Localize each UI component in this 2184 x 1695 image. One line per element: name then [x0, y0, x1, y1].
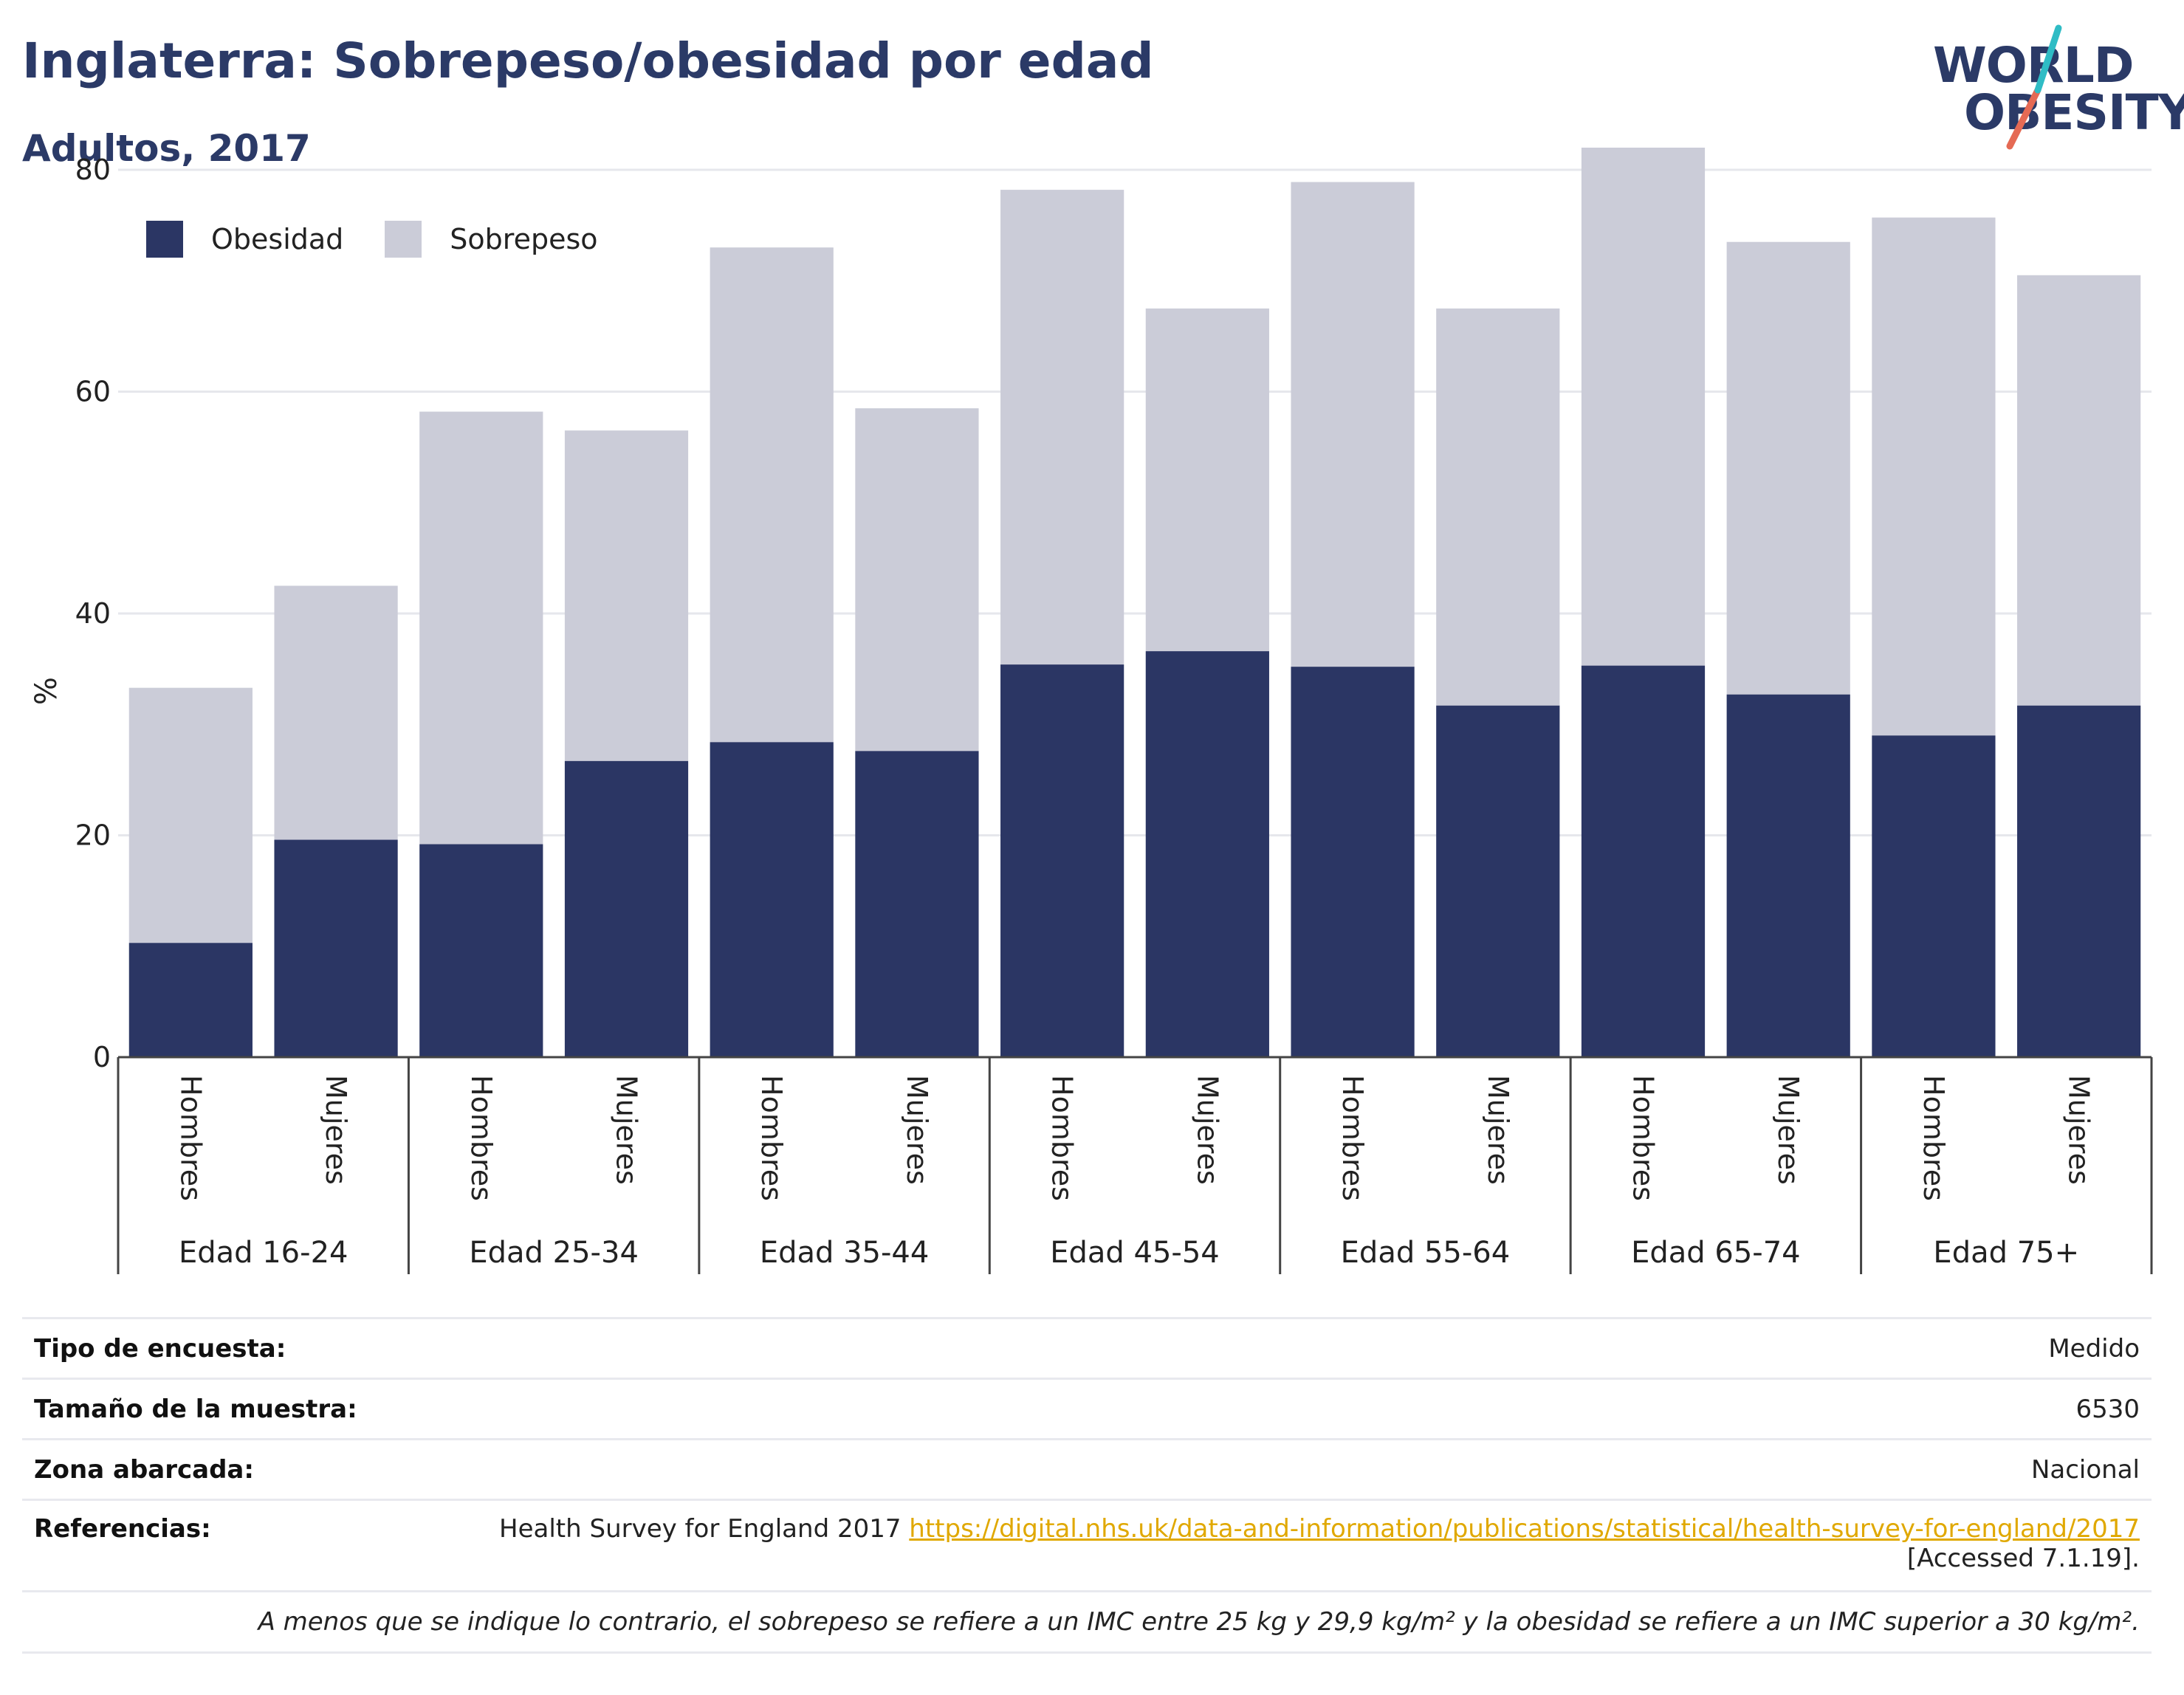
bar-sobrepeso — [1581, 148, 1706, 666]
bar-sobrepeso — [1872, 217, 1996, 736]
bar-sobrepeso — [710, 247, 834, 743]
x-group-label: Edad 75+ — [1933, 1236, 2079, 1270]
chart-title: Inglaterra: Sobrepeso/obesidad por edad — [22, 32, 1154, 89]
x-subcategory-label: Mujeres — [1772, 1075, 1804, 1185]
bar-obesidad — [855, 751, 979, 1057]
x-subcategory-label: Mujeres — [2063, 1075, 2095, 1185]
area-value: Nacional — [2030, 1454, 2140, 1485]
legend-label-sobrepeso: Sobrepeso — [450, 223, 598, 255]
reference-accessed: [Accessed 7.1.19]. — [1906, 1544, 2140, 1573]
bar-sobrepeso — [419, 411, 543, 845]
world-obesity-logo: WORLD OBESITY — [1927, 22, 2184, 155]
bar-obesidad — [419, 844, 543, 1057]
bar-obesidad — [1436, 705, 1560, 1057]
logo-slash-icon — [2006, 24, 2062, 150]
bar-sobrepeso — [564, 430, 689, 761]
x-group-label: Edad 25-34 — [469, 1236, 639, 1270]
x-subcategory-label: Hombres — [755, 1075, 788, 1201]
bar-sobrepeso — [2017, 275, 2141, 706]
info-row-survey-type: Tipo de encuesta: Medido — [22, 1317, 2152, 1378]
logo-line-1: WORLD — [1933, 37, 2135, 94]
x-subcategory-label: Mujeres — [611, 1075, 643, 1185]
y-tick-label: 20 — [75, 819, 111, 852]
reference-text: Health Survey for England 2017 — [499, 1514, 902, 1544]
x-subcategory-label: Mujeres — [901, 1075, 933, 1185]
info-row-note: A menos que se indique lo contrario, el … — [22, 1590, 2152, 1654]
bar-obesidad — [2017, 705, 2141, 1057]
bar-sobrepeso — [274, 585, 398, 840]
y-tick-label: 60 — [75, 376, 111, 408]
x-group-label: Edad 65-74 — [1631, 1236, 1801, 1270]
bar-obesidad — [564, 760, 689, 1057]
area-label: Zona abarcada: — [34, 1454, 254, 1485]
bar-sobrepeso — [1436, 308, 1560, 706]
bar-obesidad — [710, 742, 834, 1057]
bar-obesidad — [1291, 667, 1415, 1057]
x-group-label: Edad 16-24 — [179, 1236, 348, 1270]
info-row-references: Referencias: Health Survey for England 2… — [22, 1499, 2152, 1590]
sample-size-label: Tamaño de la muestra: — [34, 1394, 357, 1424]
bar-obesidad — [128, 943, 253, 1057]
legend-swatch-sobrepeso — [385, 221, 422, 258]
x-subcategory-label: Hombres — [465, 1075, 498, 1201]
bar-obesidad — [274, 839, 398, 1057]
x-group-label: Edad 35-44 — [760, 1236, 930, 1270]
logo-line-2: OBESITY — [1964, 84, 2184, 141]
bar-sobrepeso — [1000, 190, 1124, 665]
legend-label-obesidad: Obesidad — [211, 223, 344, 255]
x-subcategory-label: Hombres — [174, 1075, 207, 1201]
definition-note: A menos que se indique lo contrario, el … — [258, 1607, 2140, 1637]
bar-obesidad — [1726, 694, 1850, 1057]
stacked-bar-chart: 0 20 40 60 80% Hombres Mujeres Hombres Mujeres Ho… — [30, 148, 2153, 1274]
x-group-label: Edad 45-54 — [1050, 1236, 1220, 1270]
info-row-area: Zona abarcada: Nacional — [22, 1438, 2152, 1499]
bar-obesidad — [1145, 651, 1269, 1057]
bar-obesidad — [1872, 735, 1996, 1057]
bar-sobrepeso — [855, 408, 979, 752]
y-tick-label: 40 — [75, 597, 111, 630]
survey-type-value: Medido — [2048, 1333, 2140, 1364]
x-subcategory-label: Hombres — [1627, 1075, 1660, 1201]
x-subcategory-label: Hombres — [1917, 1075, 1950, 1201]
survey-info-table: Tipo de encuesta: Medido Tamaño de la mu… — [22, 1317, 2152, 1654]
bar-sobrepeso — [128, 687, 253, 943]
x-subcategory-label: Mujeres — [1191, 1075, 1223, 1185]
bar-sobrepeso — [1145, 308, 1269, 652]
x-subcategory-label: Hombres — [1336, 1075, 1369, 1201]
y-tick-label: 0 — [93, 1041, 111, 1073]
legend-item-obesidad[interactable]: Obesidad — [146, 221, 343, 258]
chart-subtitle: Adultos, 2017 — [22, 127, 311, 170]
legend-swatch-obesidad — [146, 221, 183, 258]
sample-size-value: 6530 — [2075, 1394, 2140, 1424]
bar-sobrepeso — [1726, 241, 1850, 695]
y-tick-label: 80 — [75, 154, 111, 186]
survey-type-label: Tipo de encuesta: — [34, 1333, 286, 1364]
x-subcategory-label: Mujeres — [320, 1075, 352, 1185]
references-label: Referencias: — [34, 1514, 211, 1544]
y-axis-label: % — [30, 677, 63, 705]
bar-sobrepeso — [1291, 182, 1415, 667]
bar-obesidad — [1581, 665, 1706, 1057]
reference-link[interactable]: https://digital.nhs.uk/data-and-informat… — [909, 1514, 2140, 1544]
legend-item-sobrepeso[interactable]: Sobrepeso — [385, 221, 598, 258]
references-value: Health Survey for England 2017 https://d… — [499, 1514, 2140, 1573]
bar-obesidad — [1000, 664, 1124, 1057]
info-row-sample-size: Tamaño de la muestra: 6530 — [22, 1378, 2152, 1438]
x-group-label: Edad 55-64 — [1341, 1236, 1511, 1270]
x-subcategory-label: Mujeres — [1482, 1075, 1514, 1185]
chart-legend: Obesidad Sobrepeso — [146, 219, 639, 260]
x-subcategory-label: Hombres — [1046, 1075, 1079, 1201]
